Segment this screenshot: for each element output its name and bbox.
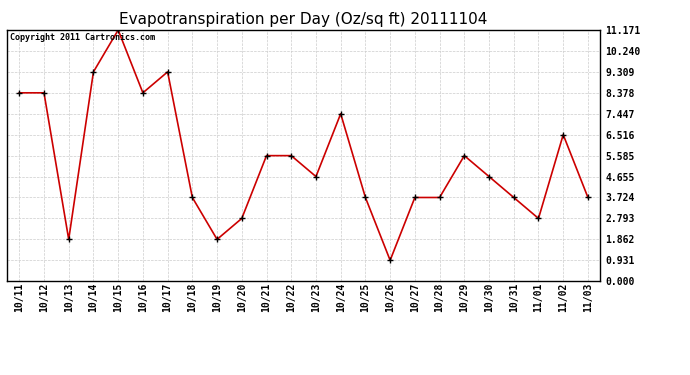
Title: Evapotranspiration per Day (Oz/sq ft) 20111104: Evapotranspiration per Day (Oz/sq ft) 20… (119, 12, 488, 27)
Text: Copyright 2011 Cartronics.com: Copyright 2011 Cartronics.com (10, 33, 155, 42)
